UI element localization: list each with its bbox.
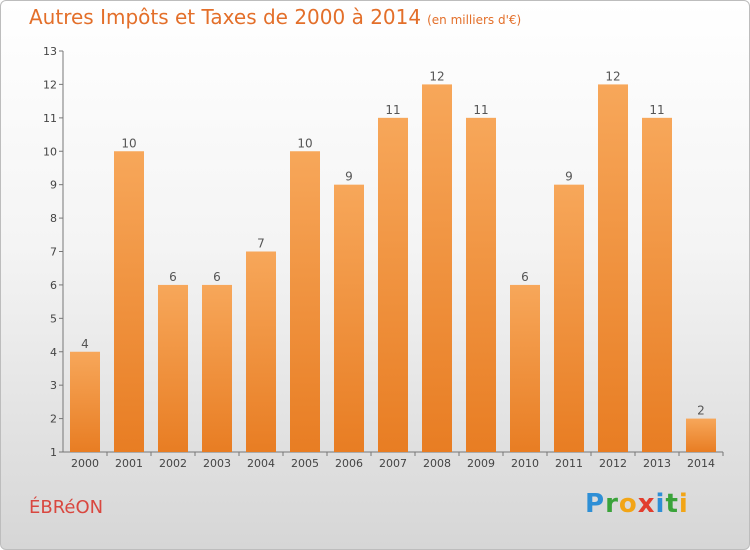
x-tick-label: 2000 (71, 457, 99, 470)
y-tick-label: 8 (50, 212, 57, 225)
place-name: ÉBRéON (29, 497, 104, 518)
data-label: 9 (345, 170, 353, 184)
data-label: 2 (697, 404, 705, 418)
bar (334, 184, 364, 452)
data-label: 12 (605, 69, 620, 83)
bar (114, 151, 144, 452)
x-tick-label: 2008 (423, 457, 451, 470)
data-label: 6 (213, 270, 221, 284)
title-text: Autres Impôts et Taxes de 2000 à 2014 (29, 5, 422, 29)
data-label: 7 (257, 237, 265, 251)
data-label: 11 (385, 103, 400, 117)
proxiti-logo: Proxiti (585, 489, 689, 519)
y-tick-label: 1 (50, 446, 57, 459)
data-label: 9 (565, 170, 573, 184)
y-tick-label: 9 (50, 179, 57, 192)
bar (202, 284, 232, 452)
x-tick-label: 2009 (467, 457, 495, 470)
y-tick-label: 5 (50, 312, 57, 325)
data-label: 12 (429, 69, 444, 83)
logo-letter: i (655, 489, 666, 519)
x-tick-label: 2012 (599, 457, 627, 470)
x-tick-label: 2010 (511, 457, 539, 470)
bar (158, 284, 188, 452)
x-tick-label: 2002 (159, 457, 187, 470)
y-tick-label: 12 (43, 78, 57, 91)
x-tick-label: 2014 (687, 457, 715, 470)
logo-letter: i (678, 489, 689, 519)
y-tick-label: 10 (43, 145, 57, 158)
x-tick-label: 2007 (379, 457, 407, 470)
bar (422, 84, 452, 453)
bar (686, 418, 716, 452)
bar (246, 251, 276, 452)
x-tick-label: 2001 (115, 457, 143, 470)
bar (466, 117, 496, 452)
chart-bars: 4 10 6 6 7 10 9 11 12 11 6 9 12 11 2 (70, 69, 716, 453)
data-label: 10 (121, 136, 136, 150)
bar (510, 284, 540, 452)
bar (290, 151, 320, 452)
title-unit: (en milliers d'€) (427, 13, 522, 27)
x-tick-label: 2006 (335, 457, 363, 470)
y-tick-label: 13 (43, 45, 57, 58)
x-tick-label: 2003 (203, 457, 231, 470)
x-tick-label: 2005 (291, 457, 319, 470)
bar (70, 351, 100, 452)
data-label: 6 (521, 270, 529, 284)
data-label: 10 (297, 136, 312, 150)
logo-letter: t (665, 489, 679, 519)
y-tick-label: 2 (50, 413, 57, 426)
logo-letter: x (637, 489, 656, 519)
data-label: 4 (81, 337, 89, 351)
logo-letter: r (605, 489, 619, 519)
logo-letter: P (585, 489, 606, 519)
bar (378, 117, 408, 452)
x-tick-label: 2013 (643, 457, 671, 470)
data-label: 11 (649, 103, 664, 117)
logo-letter: o (618, 489, 638, 519)
y-tick-label: 4 (50, 346, 57, 359)
y-tick-label: 11 (43, 112, 57, 125)
x-tick-label: 2011 (555, 457, 583, 470)
y-tick-label: 6 (50, 279, 57, 292)
bar (554, 184, 584, 452)
data-label: 6 (169, 270, 177, 284)
y-tick-label: 3 (50, 379, 57, 392)
bar (598, 84, 628, 453)
x-tick-label: 2004 (247, 457, 275, 470)
y-tick-label: 7 (50, 246, 57, 259)
bar (642, 117, 672, 452)
chart-title: Autres Impôts et Taxes de 2000 à 2014 (en… (29, 5, 521, 29)
data-label: 11 (473, 103, 488, 117)
